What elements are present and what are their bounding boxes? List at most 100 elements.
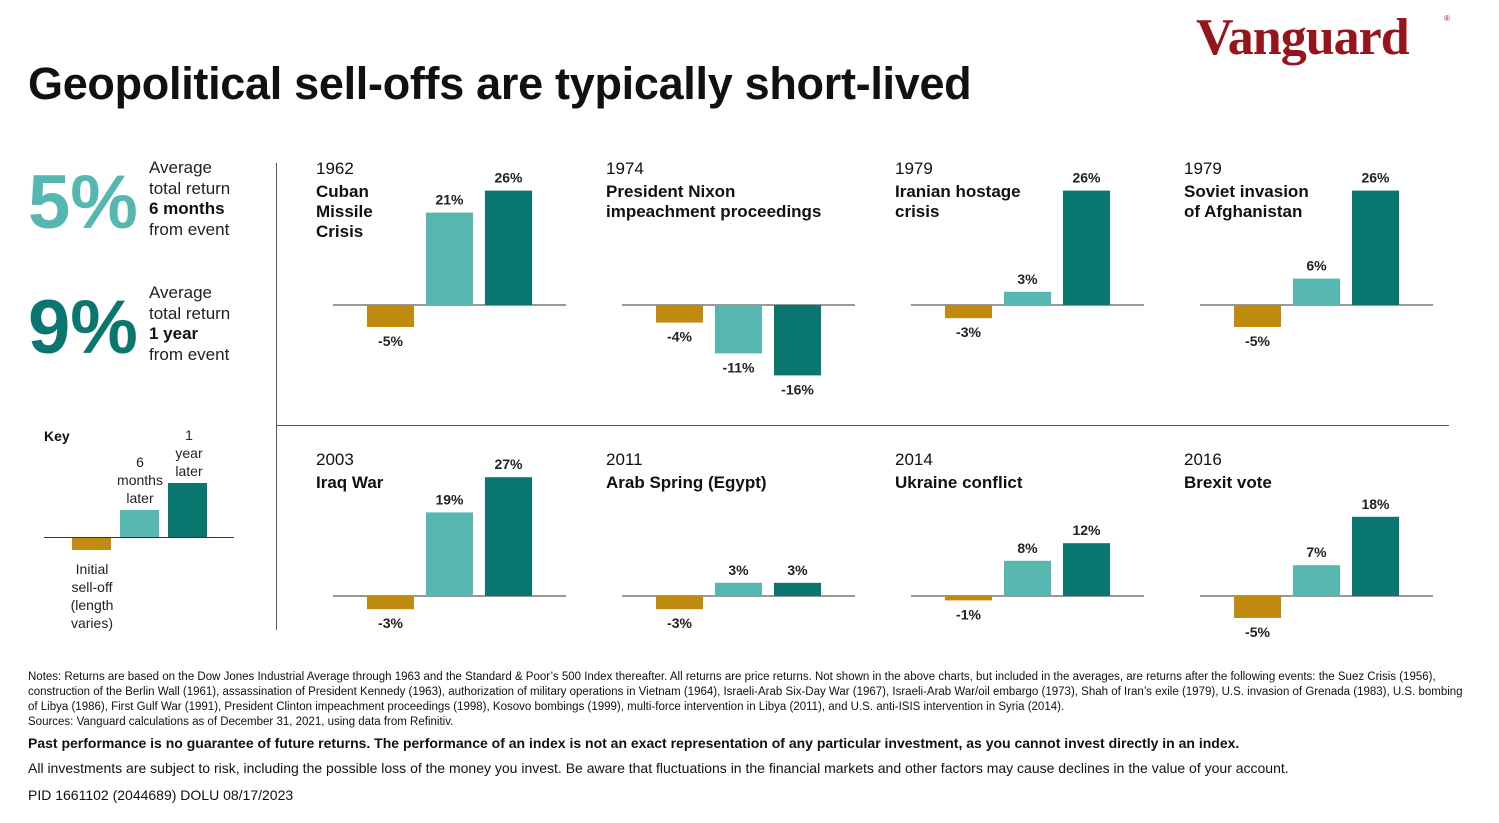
bar-value-label: -5% bbox=[378, 333, 403, 349]
bar-value-label: -5% bbox=[1245, 624, 1270, 640]
notes: Notes: Returns are based on the Dow Jone… bbox=[28, 670, 1468, 730]
risk-disclosure: All investments are subject to risk, inc… bbox=[28, 760, 1289, 776]
bar-value-label: 8% bbox=[1017, 540, 1038, 556]
bar-value-label: 6% bbox=[1306, 258, 1327, 274]
initial-selloff-bar bbox=[367, 305, 414, 327]
event-title-line: of Afghanistan bbox=[1184, 202, 1303, 221]
six-month-bar bbox=[426, 512, 473, 596]
stat-line: from event bbox=[149, 344, 230, 364]
key-label-line: 6 bbox=[136, 454, 144, 470]
bar-value-label: 26% bbox=[1072, 170, 1101, 186]
key-initial-label: Initial sell-off (length varies) bbox=[58, 560, 126, 632]
six-month-bar bbox=[1004, 291, 1051, 305]
panel-header: 2011 Arab Spring (Egypt) bbox=[606, 450, 767, 493]
event-title-line: President Nixon bbox=[606, 182, 736, 201]
panel-header: 2003 Iraq War bbox=[316, 450, 383, 493]
initial-selloff-bar bbox=[367, 596, 414, 610]
one-year-bar bbox=[1063, 190, 1110, 305]
stat-line: Average bbox=[149, 158, 213, 177]
panel-event-title: Brexit vote bbox=[1184, 473, 1272, 493]
bar-value-label: 19% bbox=[435, 491, 464, 507]
one-year-bar bbox=[774, 305, 821, 376]
key-title: Key bbox=[44, 428, 70, 444]
bar-value-label: -3% bbox=[378, 615, 403, 631]
key-label-line: months bbox=[117, 472, 163, 488]
key-label-line: later bbox=[126, 490, 154, 506]
avg-6-month-description: Average total return 6 months from event bbox=[149, 158, 230, 240]
bar-value-label: 26% bbox=[1361, 170, 1390, 186]
event-title-line: Brexit vote bbox=[1184, 473, 1272, 492]
panel-event-title: President Nixon impeachment proceedings bbox=[606, 182, 821, 222]
one-year-bar bbox=[1352, 190, 1399, 305]
stat-line: total return bbox=[149, 303, 231, 323]
event-title-line: Ukraine conflict bbox=[895, 473, 1023, 492]
stat-line-bold: 1 year bbox=[149, 324, 199, 343]
key-label-line: Initial bbox=[75, 561, 109, 577]
panel-event-title: Soviet invasion of Afghanistan bbox=[1184, 182, 1309, 222]
panel-year: 1979 bbox=[1184, 159, 1222, 178]
bar-value-label: 18% bbox=[1361, 496, 1390, 512]
six-month-bar bbox=[426, 212, 473, 305]
event-title-line: Cuban bbox=[316, 182, 369, 201]
key-6-month-bar bbox=[120, 510, 159, 537]
past-performance-disclaimer: Past performance is no guarantee of futu… bbox=[28, 735, 1240, 751]
bar-value-label: 3% bbox=[1017, 271, 1038, 287]
key-label-line: varies) bbox=[70, 615, 113, 631]
key-label-line: sell-off bbox=[71, 579, 113, 595]
avg-1-year-description: Average total return 1 year from event bbox=[149, 283, 230, 365]
panel-header: 1979 Iranian hostage crisis bbox=[895, 159, 1021, 222]
six-month-bar bbox=[1293, 278, 1340, 305]
key-1-year-label: 1 year later bbox=[163, 426, 215, 480]
panel-event-title: Ukraine conflict bbox=[895, 473, 1023, 493]
document-id: PID 1661102 (2044689) DOLU 08/17/2023 bbox=[28, 787, 294, 803]
key-baseline bbox=[44, 537, 234, 538]
one-year-bar bbox=[1063, 543, 1110, 596]
bar-value-label: -16% bbox=[781, 381, 814, 397]
bar-value-label: -3% bbox=[956, 324, 981, 340]
avg-1-year-return: 9% bbox=[28, 285, 138, 370]
panel-year: 1962 bbox=[316, 159, 354, 178]
event-title-line: Crisis bbox=[316, 222, 364, 241]
panel-event-title: Iraq War bbox=[316, 473, 383, 493]
panel-header: 1962 Cuban Missile Crisis bbox=[316, 159, 373, 242]
bar-value-label: -5% bbox=[1245, 333, 1270, 349]
notes-text: Notes: Returns are based on the Dow Jone… bbox=[28, 671, 1463, 713]
event-title-line: impeachment proceedings bbox=[606, 202, 822, 221]
initial-selloff-bar bbox=[1234, 305, 1281, 327]
bar-value-label: 27% bbox=[494, 456, 523, 472]
panel-header: 2014 Ukraine conflict bbox=[895, 450, 1023, 493]
stat-line-bold: 6 months bbox=[149, 199, 225, 218]
panel-year: 2016 bbox=[1184, 450, 1222, 469]
one-year-bar bbox=[774, 582, 821, 596]
initial-selloff-bar bbox=[656, 305, 703, 323]
sources-text: Sources: Vanguard calculations as of Dec… bbox=[28, 716, 454, 728]
six-month-bar bbox=[715, 305, 762, 354]
key-label-line: later bbox=[175, 463, 203, 479]
panel-header: 1979 Soviet invasion of Afghanistan bbox=[1184, 159, 1309, 222]
panel-divider-vertical bbox=[276, 163, 277, 630]
initial-selloff-bar bbox=[1234, 596, 1281, 618]
event-title-line: Arab Spring (Egypt) bbox=[606, 473, 767, 492]
panel-event-title: Cuban Missile Crisis bbox=[316, 182, 373, 242]
key-label-line: year bbox=[175, 445, 203, 461]
panel-year: 1974 bbox=[606, 159, 644, 178]
initial-selloff-bar bbox=[656, 596, 703, 610]
vanguard-logo: Vanguard bbox=[1196, 9, 1410, 66]
bar-value-label: 3% bbox=[728, 562, 749, 578]
event-title-line: Iraq War bbox=[316, 473, 384, 492]
bar-value-label: -3% bbox=[667, 615, 692, 631]
panel-year: 2003 bbox=[316, 450, 354, 469]
event-title-line: Soviet invasion bbox=[1184, 182, 1309, 201]
registered-mark: ® bbox=[1444, 14, 1450, 23]
bar-value-label: -4% bbox=[667, 329, 692, 345]
panel-header: 1974 President Nixon impeachment proceed… bbox=[606, 159, 821, 222]
key-initial-bar bbox=[72, 538, 111, 550]
stat-line: total return bbox=[149, 178, 231, 198]
key-1-year-bar bbox=[168, 483, 207, 537]
panel-year: 1979 bbox=[895, 159, 933, 178]
one-year-bar bbox=[485, 477, 532, 596]
bar-value-label: 7% bbox=[1306, 544, 1327, 560]
stat-line: from event bbox=[149, 219, 230, 239]
event-title-line: crisis bbox=[895, 202, 940, 221]
avg-6-month-return: 5% bbox=[28, 160, 138, 245]
